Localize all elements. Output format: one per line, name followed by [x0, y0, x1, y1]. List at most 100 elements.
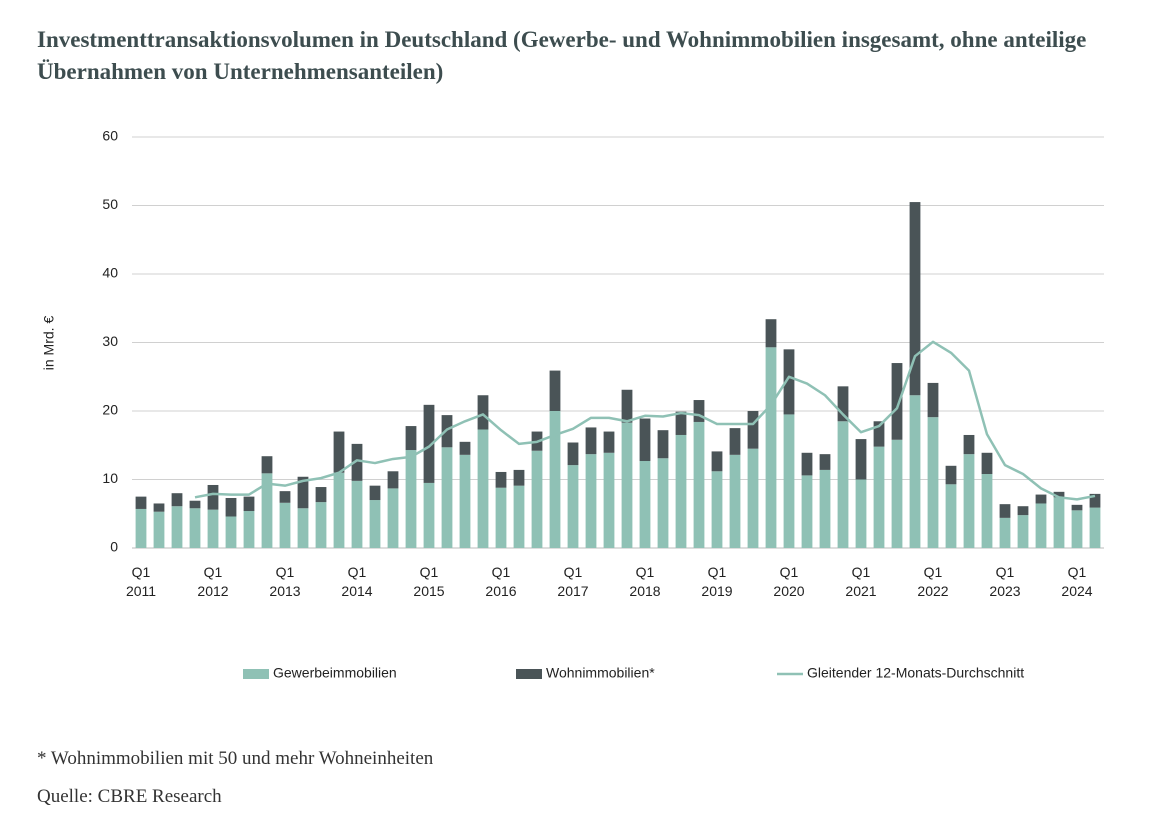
legend-swatch	[516, 669, 542, 679]
bar-segment	[1089, 507, 1101, 548]
bar-segment	[549, 411, 561, 548]
bar-segment	[747, 411, 759, 449]
bar-segment	[891, 363, 903, 440]
bar-segment	[513, 469, 525, 486]
bar-segment	[639, 461, 651, 548]
legend-swatch	[243, 669, 269, 679]
bar-segment	[477, 429, 489, 548]
bar-segment	[549, 370, 561, 411]
bar-segment	[297, 508, 309, 548]
x-tick-label: Q1 2013	[269, 564, 300, 599]
bar-segment	[729, 454, 741, 548]
y-tick-label: 10	[102, 470, 118, 486]
bar-segment	[585, 427, 597, 455]
bar-segment	[243, 511, 255, 548]
x-tick-label: Q1 2021	[845, 564, 876, 599]
bar-segment	[585, 454, 597, 548]
bar-segment	[1053, 491, 1065, 498]
y-axis-label: in Mrd. €	[41, 316, 57, 371]
x-tick-label: Q1 2018	[629, 564, 660, 599]
bar-segment	[711, 471, 723, 548]
bar-segment	[945, 484, 957, 548]
bar-segment	[801, 475, 813, 548]
bar-segment	[927, 417, 939, 548]
bar-segment	[369, 500, 381, 548]
bar-segment	[279, 502, 291, 548]
bar-segment	[189, 500, 201, 509]
bar-segment	[171, 506, 183, 548]
y-tick-label: 30	[102, 333, 118, 349]
bar-segment	[351, 443, 363, 481]
bar-segment	[855, 439, 867, 480]
x-tick-label: Q1 2020	[773, 564, 804, 599]
bar-segment	[531, 450, 543, 548]
line	[194, 340, 1096, 501]
bar-segment	[981, 474, 993, 548]
bar-segment	[207, 509, 219, 548]
bar-segment	[819, 469, 831, 548]
bar-segment	[693, 400, 705, 422]
x-tick-label: Q1 2015	[413, 564, 444, 599]
bar-segment	[189, 508, 201, 548]
bar-segment	[333, 431, 345, 473]
bar-segment	[441, 447, 453, 548]
x-tick-label: Q1 2023	[989, 564, 1020, 599]
bar-segment	[963, 434, 975, 455]
bar-segment	[279, 491, 291, 503]
bar-segment	[747, 448, 759, 548]
bar-segment	[153, 503, 165, 512]
bar-segment	[459, 454, 471, 548]
bar-segment	[297, 476, 309, 509]
bar-segment	[963, 454, 975, 548]
legend-label: Gewerbeimmobilien	[273, 665, 397, 681]
bar-segment	[765, 347, 777, 548]
bar-segment	[1035, 494, 1047, 504]
x-tick-label: Q1 2012	[197, 564, 228, 599]
bar-segment	[621, 422, 633, 548]
bar-segment	[513, 485, 525, 548]
bar-segment	[351, 480, 363, 548]
bar-segment	[1071, 510, 1083, 548]
bar-segment	[945, 465, 957, 485]
bar-segment	[675, 434, 687, 548]
y-tick-label: 40	[102, 265, 118, 281]
bar-segment	[801, 452, 813, 476]
x-tick-label: Q1 2022	[917, 564, 948, 599]
bar-segment	[567, 465, 579, 548]
bar-segment	[819, 454, 831, 470]
bar-segment	[765, 319, 777, 348]
legend-label: Wohnimmobilien*	[546, 665, 655, 681]
bar-segment	[1035, 503, 1047, 548]
bar-segment	[891, 439, 903, 548]
bar-segment	[837, 386, 849, 422]
bar-segment	[729, 428, 741, 455]
x-tick-label: Q1 2014	[341, 564, 372, 599]
bar-segment	[621, 389, 633, 423]
bar-segment	[135, 496, 147, 509]
bar-segment	[999, 517, 1011, 548]
bar-segment	[333, 472, 345, 548]
bar-segment	[1071, 504, 1083, 511]
bar-segment	[837, 421, 849, 548]
y-tick-label: 0	[110, 539, 118, 555]
bar-segment	[495, 471, 507, 488]
bar-segment	[225, 497, 237, 517]
bar-segment	[243, 496, 255, 512]
y-tick-label: 60	[102, 128, 118, 144]
footnote: * Wohnimmobilien mit 50 und mehr Wohnein…	[37, 748, 434, 769]
bar-segment	[855, 479, 867, 548]
bar-segment	[567, 442, 579, 466]
bar-segment	[369, 485, 381, 501]
source: Quelle: CBRE Research	[37, 786, 222, 807]
bar-segment	[711, 451, 723, 472]
bar-segment	[783, 349, 795, 415]
bar-segment	[135, 508, 147, 548]
x-tick-label: Q1 2011	[126, 564, 156, 599]
bar-segment	[405, 450, 417, 548]
bar-segment	[873, 446, 885, 548]
bar-segment	[927, 382, 939, 418]
bar-segment	[207, 484, 219, 510]
bar-segment	[387, 471, 399, 489]
bar-segment	[909, 395, 921, 548]
